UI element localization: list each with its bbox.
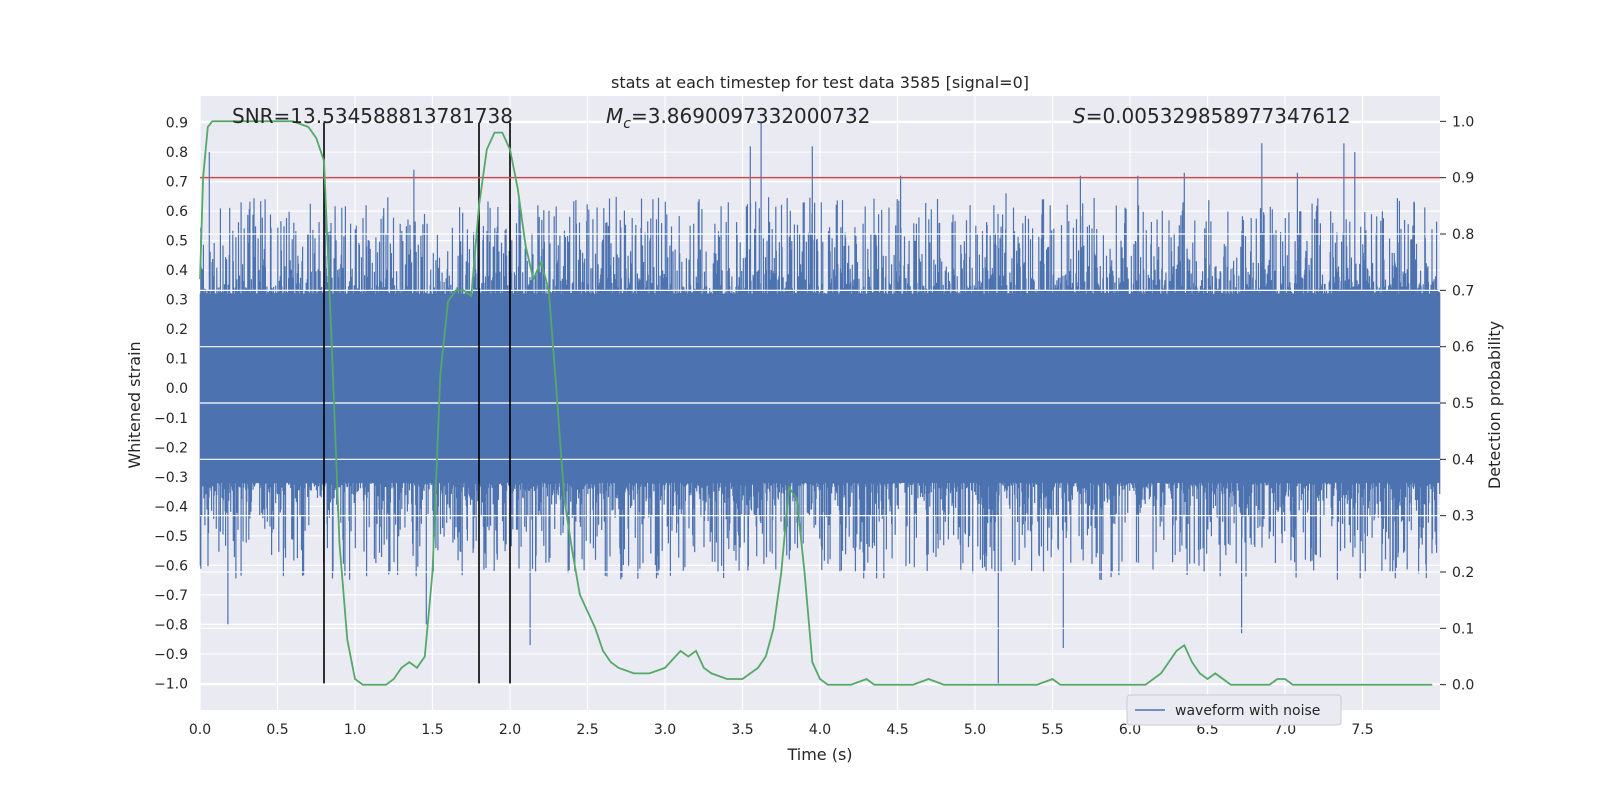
chirp-mass-symbol: M bbox=[606, 104, 623, 128]
y-right-tick-label: 0.6 bbox=[1452, 340, 1474, 356]
y-left-tick-label: 0.0 bbox=[166, 381, 188, 397]
x-tick-label: 4.0 bbox=[809, 722, 831, 738]
x-tick-label: 6.0 bbox=[1119, 722, 1141, 738]
y-left-axis-ticks: 0.9 0.8 0.7 0.6 0.5 0.4 0.3 0.2 0.1 0.0 −0.1 −0.2 −0… bbox=[154, 116, 188, 693]
x-tick-label: 1.0 bbox=[344, 722, 366, 738]
y-left-tick-label: −0.1 bbox=[154, 411, 188, 427]
y-left-tick-label: −0.3 bbox=[154, 470, 188, 486]
legend-label-waveform: waveform with noise bbox=[1175, 703, 1320, 719]
legend-box bbox=[1126, 694, 1342, 726]
snr-annotation: SNR=13.534588813781738 bbox=[232, 104, 513, 128]
y-left-tick-label: −0.7 bbox=[154, 588, 188, 604]
y-left-tick-label: −0.4 bbox=[154, 499, 188, 515]
y-left-axis-label: Whitened strain bbox=[125, 341, 144, 468]
s-statistic-symbol: S bbox=[1073, 104, 1086, 128]
s-statistic-value: =0.005329858977347612 bbox=[1086, 104, 1351, 128]
y-left-tick-label: 0.1 bbox=[166, 352, 188, 368]
x-tick-label: 5.5 bbox=[1041, 722, 1063, 738]
detection-probability-line bbox=[199, 120, 1433, 686]
y-left-tick-label: 0.4 bbox=[166, 263, 188, 279]
chart-title: stats at each timestep for test data 358… bbox=[611, 73, 1029, 92]
y-left-tick-label: 0.3 bbox=[166, 293, 188, 309]
waveform-series bbox=[199, 122, 1441, 684]
x-tick-label: 3.0 bbox=[654, 722, 676, 738]
x-tick-label: 2.5 bbox=[576, 722, 598, 738]
y-left-tick-label: 0.5 bbox=[166, 234, 188, 250]
y-left-tick-label: −0.8 bbox=[154, 617, 188, 633]
x-axis-ticks: 0.0 0.5 1.0 1.5 2.0 2.5 3.0 3.5 4.0 4.5 5.0 5.5 6.0 6… bbox=[189, 722, 1374, 738]
x-tick-label: 3.5 bbox=[731, 722, 753, 738]
y-left-tick-label: −0.6 bbox=[154, 558, 188, 574]
y-right-axis-label: Detection probability bbox=[1485, 321, 1504, 489]
y-left-tick-label: 0.8 bbox=[166, 145, 188, 161]
y-right-tick-label: 0.5 bbox=[1452, 396, 1474, 412]
y-right-tick-label: 0.0 bbox=[1452, 678, 1474, 694]
x-tick-label: 1.5 bbox=[421, 722, 443, 738]
y-right-tick-label: 0.3 bbox=[1452, 509, 1474, 525]
legend: waveform with noise bbox=[1126, 694, 1342, 726]
y-right-tick-label: 0.1 bbox=[1452, 621, 1474, 637]
y-left-tick-label: −1.0 bbox=[154, 676, 188, 692]
y-left-tick-label: 0.7 bbox=[166, 175, 188, 191]
y-left-tick-label: −0.2 bbox=[154, 440, 188, 456]
x-axis-label: Time (s) bbox=[786, 745, 852, 764]
chirp-mass-subscript: c bbox=[623, 116, 631, 132]
s-statistic-annotation: S=0.005329858977347612 bbox=[1073, 104, 1351, 128]
y-right-axis-ticks: 1.0 0.9 0.8 0.7 0.6 0.5 0.4 0.3 0.2 0.1 0.0 bbox=[1440, 114, 1474, 694]
y-left-tick-label: 0.9 bbox=[166, 116, 188, 132]
chirp-mass-annotation: Mc=3.8690097332000732 bbox=[606, 104, 870, 132]
x-tick-label: 0.5 bbox=[266, 722, 288, 738]
chirp-mass-value: =3.8690097332000732 bbox=[631, 104, 870, 128]
y-left-tick-label: −0.9 bbox=[154, 647, 188, 663]
x-tick-label: 6.5 bbox=[1196, 722, 1218, 738]
y-right-tick-label: 0.9 bbox=[1452, 171, 1474, 187]
y-left-tick-label: −0.5 bbox=[154, 529, 188, 545]
x-tick-label: 5.0 bbox=[964, 722, 986, 738]
y-right-tick-label: 1.0 bbox=[1452, 114, 1474, 130]
x-tick-label: 4.5 bbox=[886, 722, 908, 738]
y-right-tick-label: 0.7 bbox=[1452, 283, 1474, 299]
x-tick-label: 7.5 bbox=[1351, 722, 1373, 738]
x-tick-label: 2.0 bbox=[499, 722, 521, 738]
x-tick-label: 7.0 bbox=[1274, 722, 1296, 738]
y-left-tick-label: 0.6 bbox=[166, 204, 188, 220]
y-right-tick-label: 0.2 bbox=[1452, 565, 1474, 581]
y-left-tick-label: 0.2 bbox=[166, 322, 188, 338]
x-tick-label: 0.0 bbox=[189, 722, 211, 738]
y-right-tick-label: 0.4 bbox=[1452, 452, 1474, 468]
y-right-tick-label: 0.8 bbox=[1452, 227, 1474, 243]
